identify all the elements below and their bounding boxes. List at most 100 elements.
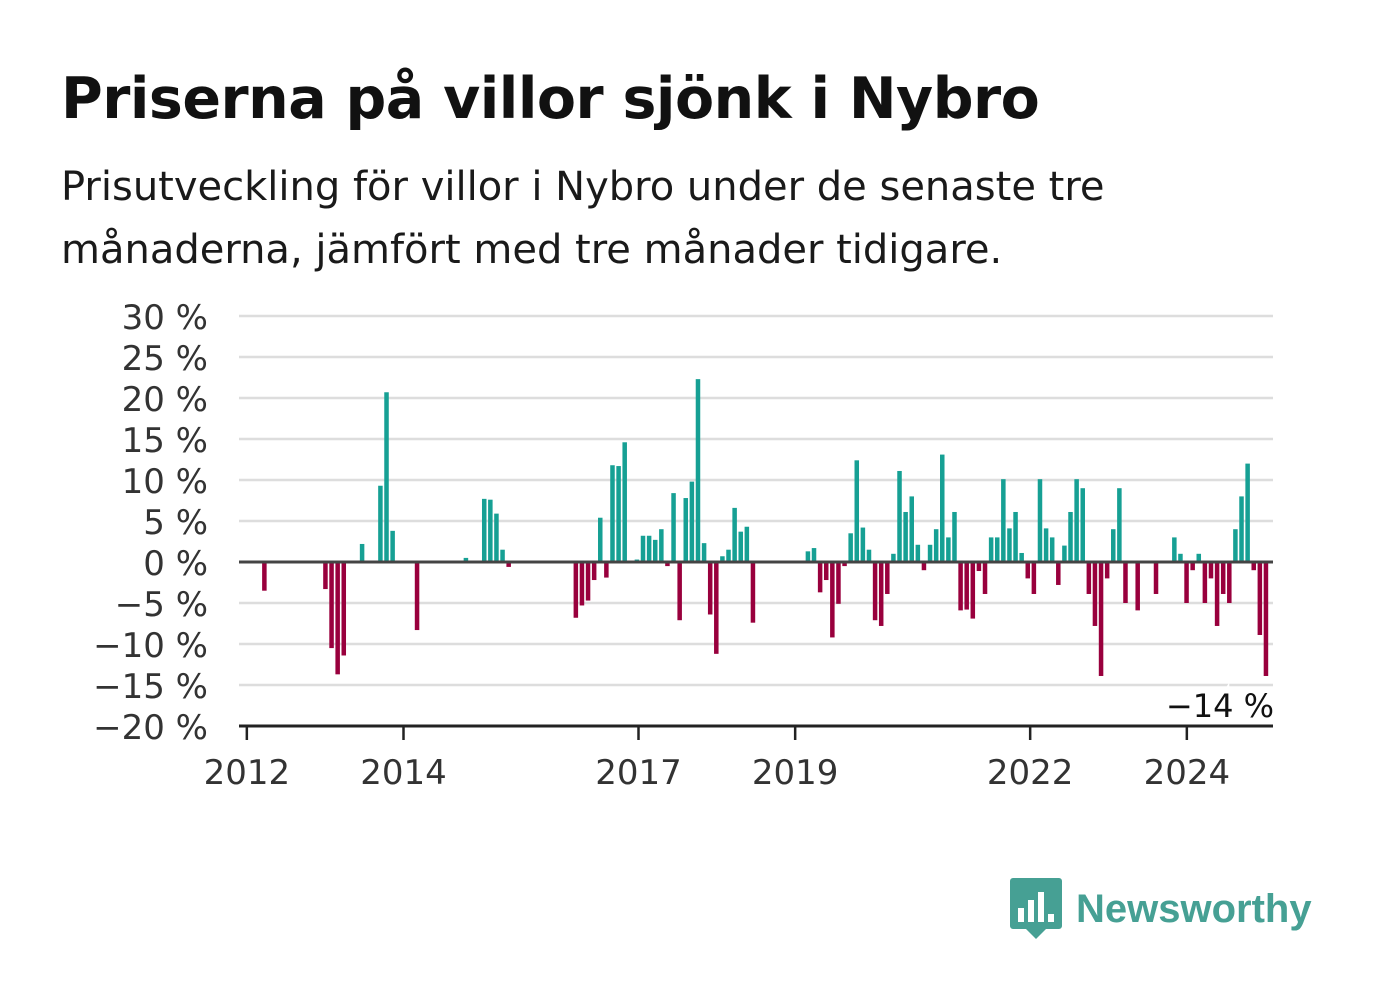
bar [622, 442, 627, 562]
bar [958, 562, 963, 611]
x-tick-label: 2017 [595, 753, 682, 793]
bar [805, 551, 811, 562]
bar [598, 517, 603, 562]
bar [341, 562, 347, 656]
bar [1214, 562, 1220, 626]
bar [604, 562, 609, 578]
bar [1013, 511, 1018, 562]
bar [689, 481, 695, 562]
bar [842, 562, 847, 567]
bar [860, 527, 866, 562]
bar [1074, 479, 1079, 562]
bar [915, 544, 921, 562]
bar [952, 511, 957, 562]
axes [239, 560, 1273, 740]
bar [811, 548, 817, 562]
bar [1062, 545, 1067, 562]
bar [964, 562, 969, 610]
newsworthy-logo: Newsworthy [1010, 878, 1312, 940]
bar [640, 535, 646, 562]
bar [1202, 562, 1208, 603]
bar [616, 466, 621, 562]
bar [1251, 562, 1256, 571]
bar [481, 498, 487, 562]
bar [1245, 463, 1250, 562]
bar [695, 379, 701, 562]
bar [1025, 562, 1031, 579]
bar [744, 526, 750, 562]
bar [671, 493, 676, 562]
bar [323, 562, 328, 590]
bar [335, 562, 340, 675]
bar [1172, 537, 1177, 562]
bar [878, 562, 884, 626]
bar [1196, 553, 1202, 562]
bar [1123, 562, 1128, 603]
bar [573, 562, 579, 618]
bar [1220, 562, 1226, 594]
bar [927, 544, 933, 562]
bar [1037, 479, 1043, 562]
bar [1049, 537, 1055, 562]
bar [823, 562, 829, 581]
bar [506, 562, 511, 567]
bar [1184, 562, 1189, 603]
bar [414, 562, 420, 631]
bar [976, 562, 982, 572]
x-tick-label: 2022 [987, 753, 1074, 793]
bar [646, 535, 652, 562]
bar [982, 562, 988, 594]
last-value-label: −14 % [1166, 687, 1274, 725]
bar [1098, 562, 1104, 676]
x-tick-label: 2012 [204, 753, 291, 793]
bar [1111, 529, 1116, 562]
bar [1080, 488, 1085, 562]
bar [1178, 553, 1183, 562]
bar [494, 513, 499, 562]
bar [817, 562, 823, 593]
y-tick-label: 25 % [122, 339, 208, 379]
bar [897, 470, 902, 562]
x-tick-label: 2024 [1144, 753, 1231, 793]
bar [1208, 562, 1214, 579]
bar [885, 562, 890, 594]
bar [714, 562, 719, 654]
y-tick-label: −10 % [93, 626, 208, 666]
bar [707, 562, 713, 615]
bar [1031, 562, 1037, 594]
annotations: −14 % [1162, 683, 1278, 729]
bar [1056, 562, 1061, 585]
chart-subtitle: Prisutveckling för villor i Nybro under … [61, 164, 1105, 273]
bar [1227, 562, 1232, 603]
y-tick-label: 30 % [122, 298, 208, 338]
newsworthy-logo-icon [1010, 878, 1062, 939]
bar [1007, 528, 1012, 562]
bar [946, 537, 951, 562]
bar [1135, 562, 1140, 611]
bar [921, 562, 927, 571]
bar [329, 562, 334, 649]
bar [866, 549, 872, 562]
bar [1019, 552, 1024, 562]
bar [659, 529, 664, 562]
bar [732, 507, 737, 562]
bar [891, 553, 896, 562]
bar [384, 392, 389, 562]
bar [1068, 511, 1073, 562]
grid-lines [239, 314, 1273, 687]
bar [585, 562, 591, 601]
bar [909, 496, 914, 562]
bar [488, 499, 493, 562]
bar [390, 530, 395, 562]
bar [1153, 562, 1159, 594]
y-tick-label: 10 % [122, 462, 208, 502]
bar [848, 533, 853, 562]
bar [683, 498, 689, 562]
bar [1086, 562, 1092, 594]
bar [1190, 562, 1195, 571]
bar [854, 460, 860, 562]
x-tick-label: 2014 [360, 753, 447, 793]
bar [610, 465, 615, 562]
bar [933, 529, 939, 562]
y-tick-label: −5 % [115, 585, 208, 625]
